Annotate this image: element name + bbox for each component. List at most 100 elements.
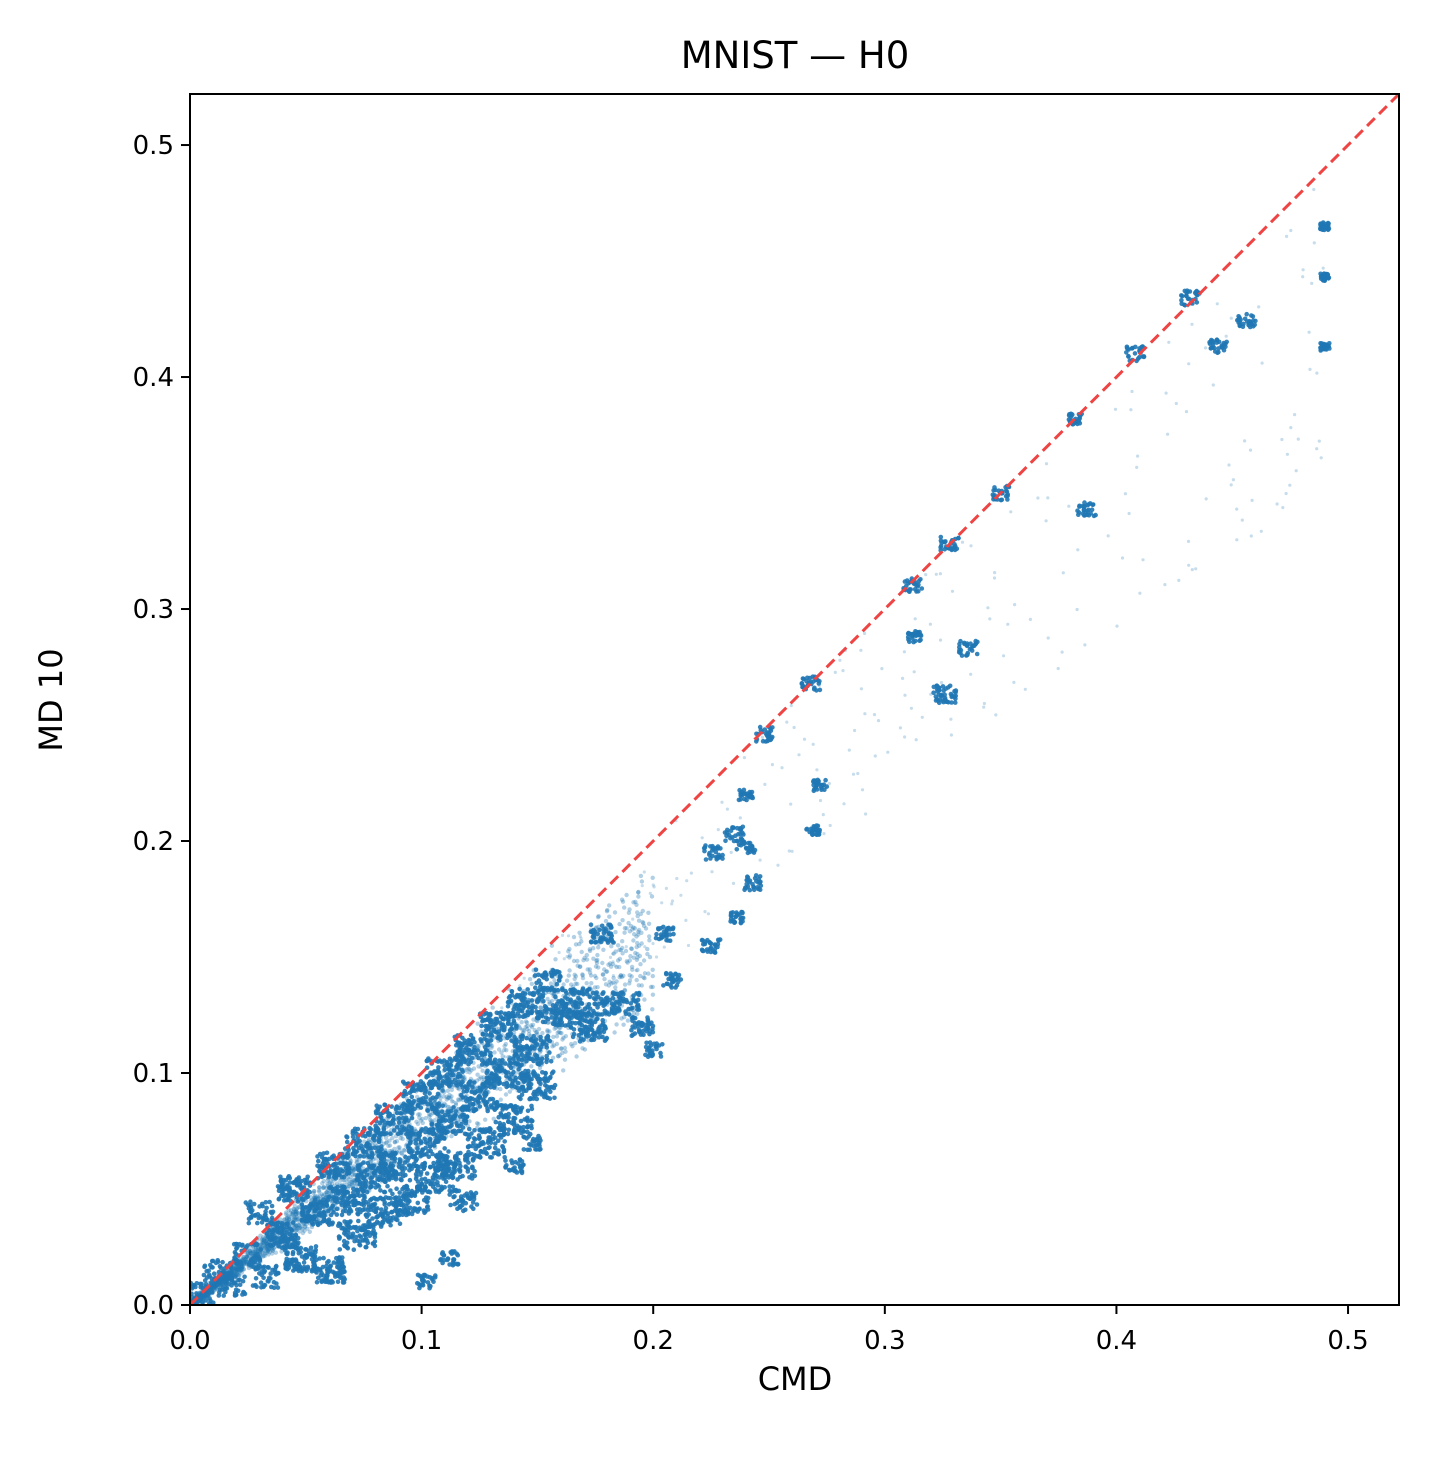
data-point xyxy=(650,875,655,880)
data-point xyxy=(617,964,622,970)
data-point xyxy=(614,1022,619,1027)
data-point xyxy=(1301,275,1305,279)
data-point xyxy=(442,1185,448,1190)
data-point xyxy=(316,1158,321,1164)
data-point xyxy=(339,1174,345,1180)
data-point xyxy=(928,622,933,626)
data-point xyxy=(328,1263,334,1269)
data-point xyxy=(408,1163,414,1168)
data-point xyxy=(271,1242,276,1247)
data-point xyxy=(211,1284,217,1290)
data-point xyxy=(324,1267,330,1272)
data-point xyxy=(651,941,655,946)
data-point xyxy=(684,918,688,923)
data-point xyxy=(242,1291,248,1297)
data-point xyxy=(624,945,628,949)
data-point xyxy=(635,967,640,973)
data-point xyxy=(464,1114,470,1120)
data-point xyxy=(573,981,578,986)
data-point xyxy=(469,1176,475,1181)
data-point xyxy=(305,1264,311,1270)
data-point xyxy=(284,1229,289,1234)
data-point xyxy=(416,1131,421,1136)
data-point xyxy=(604,969,610,974)
data-point xyxy=(498,1086,503,1092)
data-point xyxy=(341,1184,347,1190)
data-point xyxy=(646,910,651,915)
data-point xyxy=(371,1134,377,1139)
data-point xyxy=(346,1211,352,1216)
data-point xyxy=(328,1280,334,1285)
data-point xyxy=(624,926,629,931)
data-point xyxy=(526,1028,532,1034)
data-point xyxy=(445,1088,450,1094)
data-point xyxy=(440,1088,445,1094)
data-point xyxy=(396,1145,401,1150)
data-point xyxy=(540,1030,545,1036)
data-point xyxy=(1013,603,1017,607)
data-point xyxy=(436,1070,442,1075)
data-point xyxy=(400,1136,405,1142)
data-point xyxy=(636,918,642,923)
data-point xyxy=(292,1224,297,1230)
data-point xyxy=(359,1226,365,1232)
data-point xyxy=(384,1139,389,1145)
data-point xyxy=(264,1231,270,1236)
data-point xyxy=(617,975,622,980)
data-point xyxy=(316,1195,321,1201)
data-point xyxy=(221,1293,226,1298)
data-point xyxy=(386,1202,392,1207)
data-point xyxy=(703,910,707,914)
data-point xyxy=(637,943,642,948)
data-point xyxy=(315,1194,320,1199)
data-point xyxy=(847,748,851,752)
data-point xyxy=(312,1207,317,1213)
data-point xyxy=(560,933,565,938)
data-point xyxy=(353,1198,358,1203)
data-point xyxy=(407,1177,413,1183)
data-point xyxy=(407,1103,413,1108)
data-point xyxy=(416,1097,421,1103)
data-point xyxy=(270,1267,275,1273)
data-point xyxy=(234,1269,240,1275)
data-point xyxy=(385,1214,390,1219)
data-point xyxy=(399,1111,404,1116)
data-point xyxy=(626,920,631,926)
data-point xyxy=(213,1282,219,1287)
data-point xyxy=(237,1277,242,1283)
data-point xyxy=(403,1154,408,1160)
data-point xyxy=(557,1053,562,1058)
data-point xyxy=(409,1188,415,1194)
data-point xyxy=(580,973,585,978)
data-point xyxy=(333,1198,338,1204)
data-point xyxy=(262,1240,267,1245)
data-point xyxy=(237,1272,242,1278)
data-point xyxy=(605,907,610,913)
data-point xyxy=(450,1099,455,1104)
data-point xyxy=(379,1207,384,1212)
data-point xyxy=(350,1193,355,1199)
data-point xyxy=(358,1143,364,1148)
data-point xyxy=(628,954,633,959)
data-point xyxy=(317,1185,322,1190)
data-point xyxy=(378,1169,383,1175)
data-point xyxy=(562,1057,568,1062)
data-point xyxy=(371,1208,377,1213)
data-point xyxy=(346,1170,352,1175)
data-point xyxy=(447,1192,453,1197)
data-point xyxy=(258,1247,264,1252)
data-point xyxy=(425,1199,430,1205)
data-point xyxy=(562,1045,568,1051)
data-point xyxy=(504,1048,509,1053)
data-point xyxy=(427,1112,432,1117)
data-point xyxy=(1301,268,1305,272)
data-point xyxy=(315,1154,320,1159)
data-point xyxy=(634,969,638,973)
data-point xyxy=(343,1161,348,1167)
data-point xyxy=(375,1213,381,1219)
data-point xyxy=(1163,583,1167,587)
data-point xyxy=(608,955,613,960)
data-point xyxy=(324,1202,330,1208)
data-point xyxy=(354,1207,360,1212)
